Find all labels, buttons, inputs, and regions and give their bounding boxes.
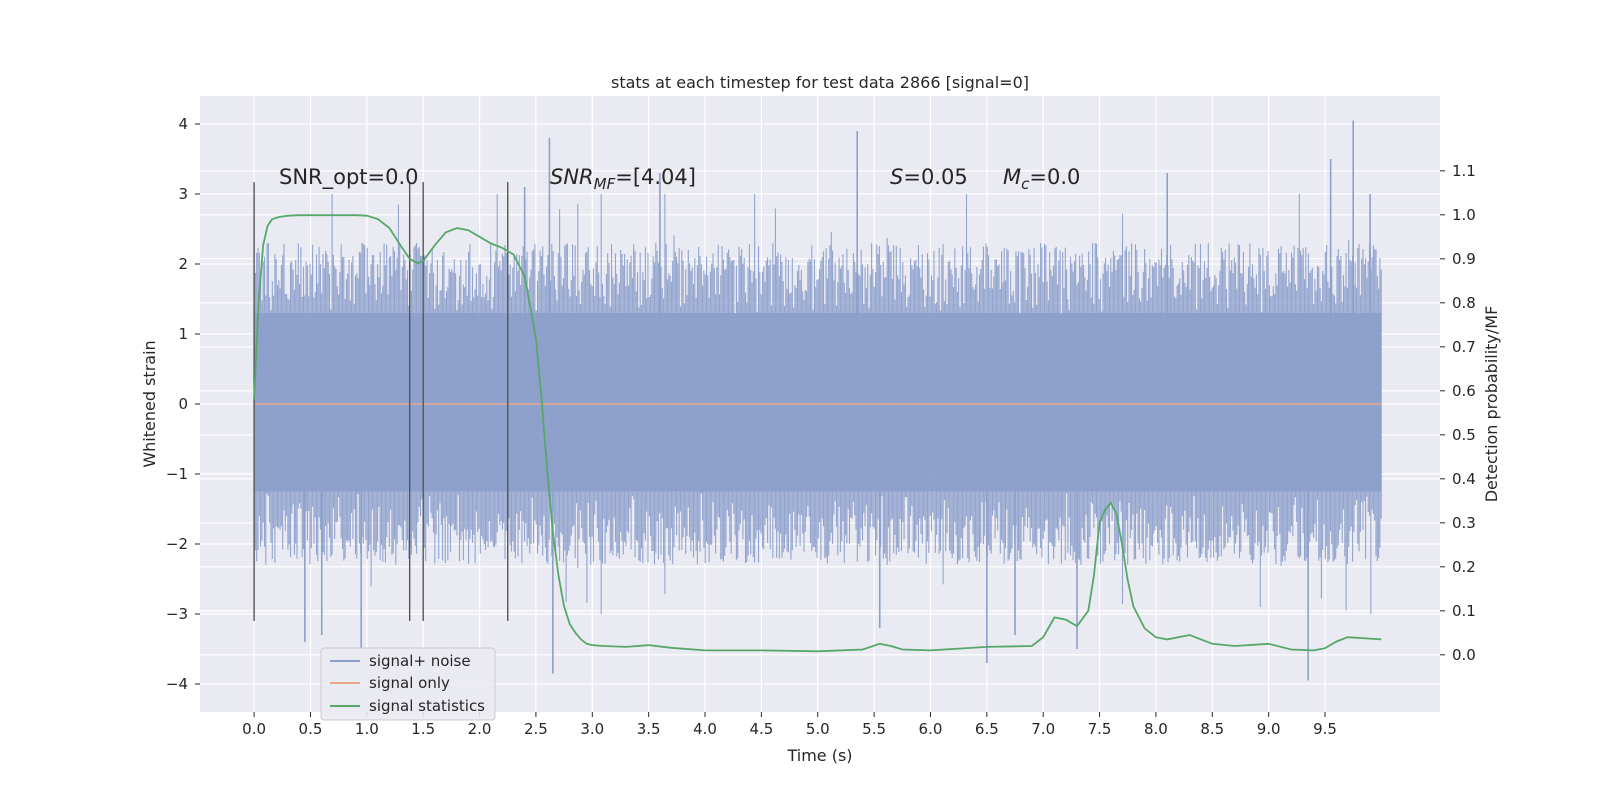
y-axis-label: Whitened strain [140, 340, 159, 467]
s-var: S [890, 165, 903, 189]
annotation-mc: Mc=0.0 [1003, 165, 1080, 193]
x-tick-label: 5.5 [862, 720, 886, 738]
x-tick-label: 1.0 [355, 720, 379, 738]
y2-tick-label: 0.3 [1452, 514, 1476, 532]
vertical-markers [253, 182, 509, 621]
y-tick-label: −2 [166, 535, 188, 553]
x-tick-label: 6.5 [975, 720, 999, 738]
signal-statistics-line [253, 214, 1382, 653]
y-tick-label: 0 [178, 395, 188, 413]
series-signal-statistics [253, 214, 1382, 653]
mc-var: M [1003, 165, 1021, 189]
x-tick-label: 9.0 [1257, 720, 1281, 738]
annotation-s: S=0.05 [890, 165, 968, 189]
chart-title: stats at each timestep for test data 286… [611, 73, 1029, 92]
x-tick-label: 6.0 [919, 720, 943, 738]
y-tick-label: 1 [178, 325, 188, 343]
snr-mf-val: =[4.04] [615, 165, 696, 189]
y-tick-label: 2 [178, 255, 188, 273]
snr-mf-sub: MF [594, 175, 616, 193]
legend-label-noise: signal+ noise [369, 652, 471, 670]
x-tick-label: 2.5 [524, 720, 548, 738]
y2-tick-label: 0.9 [1452, 250, 1476, 268]
series-signal-noise [253, 120, 1382, 681]
x-tick-label: 2.0 [468, 720, 492, 738]
x-tick-label: 4.5 [749, 720, 773, 738]
legend-label-signal: signal only [369, 674, 450, 692]
tick-labels: 0.0 0.5 1.0 1.5 2.0 2.5 3.0 3.5 4.0 4.5 5.0 5.5 6.0 6… [166, 115, 1476, 738]
y2-tick-label: 0.2 [1452, 558, 1476, 576]
x-tick-label: 8.5 [1200, 720, 1224, 738]
x-tick-label: 7.5 [1088, 720, 1112, 738]
y2-tick-label: 0.5 [1452, 426, 1476, 444]
legend: signal+ noise signal only signal statist… [320, 647, 496, 721]
legend-label-stats: signal statistics [369, 697, 485, 715]
x-tick-label: 5.0 [806, 720, 830, 738]
x-tick-label: 3.0 [580, 720, 604, 738]
y-tick-label: −4 [166, 675, 188, 693]
y2-axis-label: Detection probability/MF [1482, 306, 1501, 503]
y2-tick-label: 1.0 [1452, 206, 1476, 224]
legend-box [320, 647, 496, 721]
y2-tick-label: 0.6 [1452, 382, 1476, 400]
mc-val: =0.0 [1029, 165, 1080, 189]
y2-tick-label: 0.0 [1452, 646, 1476, 664]
y2-tick-label: 1.1 [1452, 162, 1476, 180]
y-tick-label: 4 [178, 115, 188, 133]
annotation-snr-mf: SNRMF=[4.04] [550, 165, 696, 193]
x-axis-label: Time (s) [786, 746, 852, 765]
y2-tick-label: 0.1 [1452, 602, 1476, 620]
y-tick-label: −3 [166, 605, 188, 623]
y-tick-label: −1 [166, 465, 188, 483]
x-tick-label: 7.0 [1031, 720, 1055, 738]
x-tick-label: 0.0 [242, 720, 266, 738]
mc-sub: c [1021, 175, 1030, 193]
x-tick-label: 8.0 [1144, 720, 1168, 738]
x-tick-label: 3.5 [637, 720, 661, 738]
x-tick-label: 1.5 [411, 720, 435, 738]
y-tick-label: 3 [178, 185, 188, 203]
x-tick-label: 9.5 [1313, 720, 1337, 738]
annotation-snr-opt: SNR_opt=0.0 [279, 165, 419, 190]
s-val: =0.05 [903, 165, 967, 189]
snr-mf-var: SNR [550, 165, 594, 189]
y2-tick-label: 0.4 [1452, 470, 1476, 488]
x-tick-label: 4.0 [693, 720, 717, 738]
x-tick-label: 0.5 [299, 720, 323, 738]
y2-tick-label: 0.8 [1452, 294, 1476, 312]
y2-tick-label: 0.7 [1452, 338, 1476, 356]
